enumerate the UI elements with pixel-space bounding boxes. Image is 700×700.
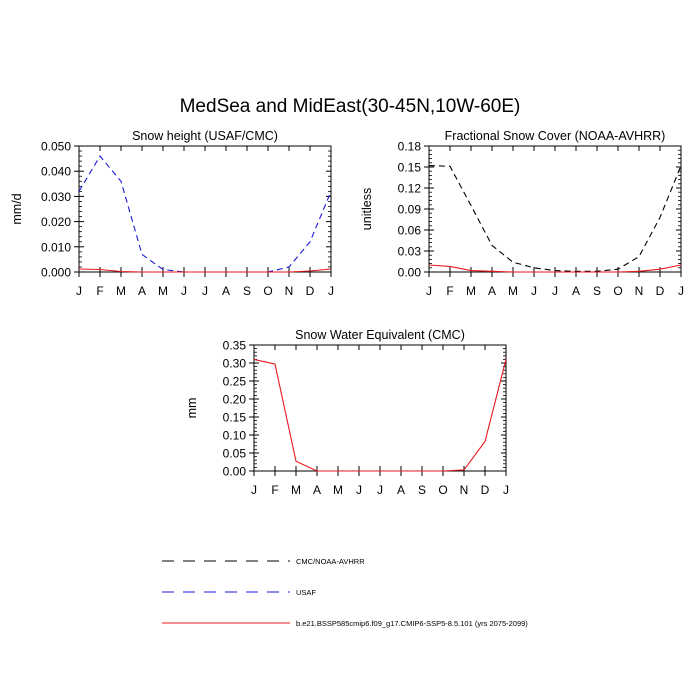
- panel-title: Snow Water Equivalent (CMC): [295, 328, 465, 342]
- x-tick-label: A: [572, 284, 580, 298]
- plot-frame: [253, 344, 507, 472]
- x-tick-label: O: [438, 483, 447, 497]
- y-tick-label: 0.010: [41, 240, 71, 254]
- x-tick-label: M: [508, 284, 518, 298]
- x-tick-label: M: [466, 284, 476, 298]
- legend-label: b.e21.BSSP585cmip6.f09_g17.CMIP6-SSP5-8.…: [296, 619, 528, 628]
- y-tick-label: 0.06: [398, 224, 422, 238]
- x-tick-label: D: [656, 284, 665, 298]
- y-tick-label: 0.15: [223, 411, 247, 425]
- x-tick-label: J: [678, 284, 684, 298]
- plot-frame: [78, 145, 332, 273]
- x-tick-label: F: [271, 483, 278, 497]
- y-tick-label: 0.25: [223, 375, 247, 389]
- y-tick-label: 0.12: [398, 182, 422, 196]
- y-tick-label: 0.35: [223, 339, 247, 353]
- x-tick-label: A: [488, 284, 496, 298]
- x-tick-label: S: [593, 284, 601, 298]
- x-tick-label: A: [138, 284, 146, 298]
- x-tick-label: M: [333, 483, 343, 497]
- figure-title: MedSea and MidEast(30-45N,10W-60E): [180, 96, 521, 117]
- x-tick-label: J: [426, 284, 432, 298]
- x-tick-label: S: [243, 284, 251, 298]
- x-tick-label: M: [158, 284, 168, 298]
- series-line-usaf: [78, 155, 332, 273]
- y-tick-label: 0.03: [398, 245, 422, 259]
- y-tick-label: 0.05: [223, 447, 247, 461]
- plot-frame: [428, 145, 682, 273]
- y-tick-label: 0.030: [41, 190, 71, 204]
- y-tick-label: 0.00: [398, 266, 422, 280]
- y-axis-label: mm/d: [10, 193, 24, 224]
- legend-item-model: b.e21.BSSP585cmip6.f09_g17.CMIP6-SSP5-8.…: [162, 619, 528, 628]
- x-tick-label: A: [222, 284, 230, 298]
- panel-title: Fractional Snow Cover (NOAA-AVHRR): [445, 129, 666, 143]
- x-tick-label: N: [635, 284, 644, 298]
- y-tick-label: 0.30: [223, 357, 247, 371]
- y-axis-label: unitless: [360, 188, 374, 230]
- x-tick-label: S: [418, 483, 426, 497]
- x-tick-label: F: [446, 284, 453, 298]
- legend-item-obs: CMC/NOAA-AVHRR: [162, 557, 365, 566]
- x-tick-label: J: [531, 284, 537, 298]
- x-tick-label: J: [181, 284, 187, 298]
- x-tick-label: J: [76, 284, 82, 298]
- x-tick-label: M: [291, 483, 301, 497]
- chart-panels: Snow height (USAF/CMC) 0.000 0.010 0.020 0.0…: [10, 129, 684, 497]
- series-line-model: [253, 358, 507, 472]
- chart-panel-2: Fractional Snow Cover (NOAA-AVHRR) 0.00 0.…: [360, 129, 684, 298]
- y-tick-label: 0.10: [223, 429, 247, 443]
- chart-panel-1: Snow height (USAF/CMC) 0.000 0.010 0.020 0.0…: [10, 129, 334, 298]
- x-tick-label: J: [503, 483, 509, 497]
- x-tick-label: J: [202, 284, 208, 298]
- series-line-obs: [428, 165, 682, 272]
- x-tick-label: D: [481, 483, 490, 497]
- chart-legend: CMC/NOAA-AVHRR USAF b.e21.BSSP585cmip6.f09…: [162, 557, 528, 628]
- x-tick-label: J: [251, 483, 257, 497]
- y-tick-label: 0.00: [223, 465, 247, 479]
- panel-title: Snow height (USAF/CMC): [132, 129, 278, 143]
- y-axis-label: mm: [185, 398, 199, 419]
- legend-item-usaf: USAF: [162, 588, 316, 597]
- y-tick-label: 0.000: [41, 266, 71, 280]
- x-tick-label: M: [116, 284, 126, 298]
- y-tick-label: 0.20: [223, 393, 247, 407]
- x-tick-label: A: [313, 483, 321, 497]
- x-tick-label: N: [285, 284, 294, 298]
- x-tick-label: D: [306, 284, 315, 298]
- x-tick-label: J: [377, 483, 383, 497]
- x-tick-label: J: [552, 284, 558, 298]
- x-tick-label: N: [460, 483, 469, 497]
- legend-label: USAF: [296, 588, 316, 597]
- legend-label: CMC/NOAA-AVHRR: [296, 557, 365, 566]
- y-tick-label: 0.050: [41, 140, 71, 154]
- x-tick-label: F: [96, 284, 103, 298]
- chart-panel-3: Snow Water Equivalent (CMC) 0.00 0.05 0.10 0…: [185, 328, 509, 497]
- y-tick-label: 0.020: [41, 215, 71, 229]
- y-tick-label: 0.15: [398, 161, 422, 175]
- x-tick-label: A: [397, 483, 405, 497]
- y-tick-label: 0.09: [398, 203, 422, 217]
- y-tick-label: 0.18: [398, 140, 422, 154]
- x-tick-label: J: [328, 284, 334, 298]
- y-tick-label: 0.040: [41, 165, 71, 179]
- x-tick-label: O: [263, 284, 272, 298]
- x-tick-label: O: [613, 284, 622, 298]
- x-tick-label: J: [356, 483, 362, 497]
